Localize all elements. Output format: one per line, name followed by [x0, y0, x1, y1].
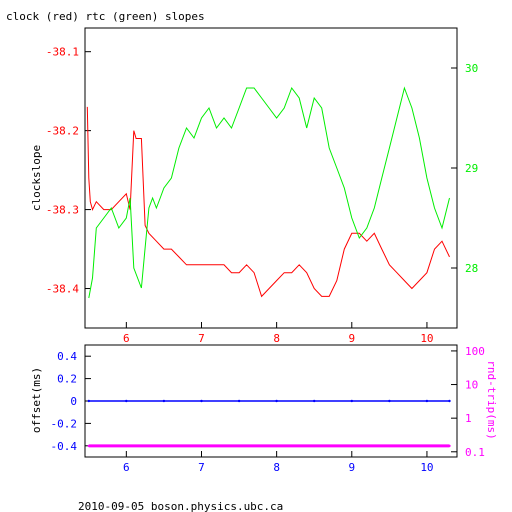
- top-left-y-tick-label: -38.1: [46, 46, 79, 59]
- offset-point: [448, 399, 451, 403]
- bottom-right-y-tick-label: 1: [465, 412, 472, 425]
- bottom-panel: offset(ms) rnd-trip(ms) 6 7 8 9 10 0.4 0.2 0 -0…: [30, 344, 498, 474]
- roundtrip-point: [350, 444, 353, 448]
- top-right-y-tick-label: 28: [465, 262, 478, 275]
- bottom-right-y-axis-label: rnd-trip(ms): [485, 360, 498, 439]
- offset-point: [313, 399, 316, 403]
- top-x-tick-label: 7: [198, 332, 205, 345]
- top-left-y-tick-label: -38.3: [46, 204, 79, 217]
- offset-point: [388, 399, 391, 403]
- offset-point: [237, 399, 241, 403]
- roundtrip-point: [313, 444, 316, 448]
- top-x-tick-label: 10: [420, 332, 433, 345]
- roundtrip-point: [448, 444, 451, 448]
- roundtrip-point: [275, 444, 278, 448]
- offset-point: [200, 399, 203, 403]
- footer-caption: 2010-09-05 boson.physics.ubc.ca: [78, 500, 283, 512]
- clock-series-line: [86, 106, 450, 298]
- bottom-right-y-tick-label: 10: [465, 379, 478, 392]
- bottom-x-axis: 6 7 8 9 10: [123, 451, 434, 474]
- bottom-left-y-tick-label: 0.4: [57, 350, 77, 363]
- roundtrip-point: [237, 444, 241, 448]
- offset-point: [87, 399, 91, 403]
- offset-point: [350, 399, 353, 403]
- bottom-left-y-axis-label: offset(ms): [30, 367, 43, 433]
- roundtrip-point: [87, 444, 91, 448]
- bottom-left-y-tick-label: -0.4: [51, 440, 78, 453]
- bottom-left-y-axis: 0.4 0.2 0 -0.2 -0.4: [51, 350, 91, 453]
- top-y-axis-label: clockslope: [30, 145, 43, 211]
- roundtrip-point: [125, 444, 128, 448]
- top-x-tick-label: 6: [123, 332, 130, 345]
- bottom-x-tick-label: 9: [348, 461, 355, 474]
- top-left-y-tick-label: -38.4: [46, 283, 79, 296]
- offset-point: [275, 399, 278, 403]
- offset-point: [125, 399, 128, 403]
- bottom-x-tick-label: 10: [420, 461, 433, 474]
- rtc-series-line: [88, 86, 450, 299]
- offset-point: [425, 399, 429, 403]
- bottom-x-tick-label: 8: [273, 461, 280, 474]
- top-left-y-tick-label: -38.2: [46, 125, 79, 138]
- chart-title: clock (red) rtc (green) slopes: [6, 10, 205, 23]
- top-right-y-axis: 28 29 30: [451, 62, 478, 275]
- top-left-y-axis: -38.1 -38.2 -38.3 -38.4: [46, 46, 91, 296]
- bottom-left-y-tick-label: 0: [70, 395, 77, 408]
- top-x-tick-label: 9: [348, 332, 355, 345]
- top-x-axis: 6 7 8 9 10: [123, 322, 434, 345]
- roundtrip-point: [388, 444, 391, 448]
- roundtrip-point: [425, 444, 429, 448]
- offset-point: [162, 399, 166, 403]
- roundtrip-point: [200, 444, 203, 448]
- bottom-left-y-tick-label: -0.2: [51, 417, 78, 430]
- bottom-right-y-tick-label: 0.1: [465, 446, 485, 459]
- bottom-x-tick-label: 6: [123, 461, 130, 474]
- bottom-left-y-tick-label: 0.2: [57, 373, 77, 386]
- bottom-x-tick-label: 7: [198, 461, 205, 474]
- top-right-y-tick-label: 29: [465, 162, 478, 175]
- bottom-right-y-axis: 100 10 1 0.1: [451, 345, 485, 459]
- top-panel: clockslope 6 7 8 9 10 -38.1 -38.2 -38.3 -38.4 2…: [30, 27, 478, 345]
- bottom-right-y-tick-label: 100: [465, 345, 485, 358]
- bottom-series-group: [87, 399, 451, 448]
- top-series-group: [86, 86, 450, 299]
- top-panel-frame: [84, 27, 458, 329]
- top-x-tick-label: 8: [273, 332, 280, 345]
- top-right-y-tick-label: 30: [465, 62, 478, 75]
- roundtrip-point: [162, 444, 166, 448]
